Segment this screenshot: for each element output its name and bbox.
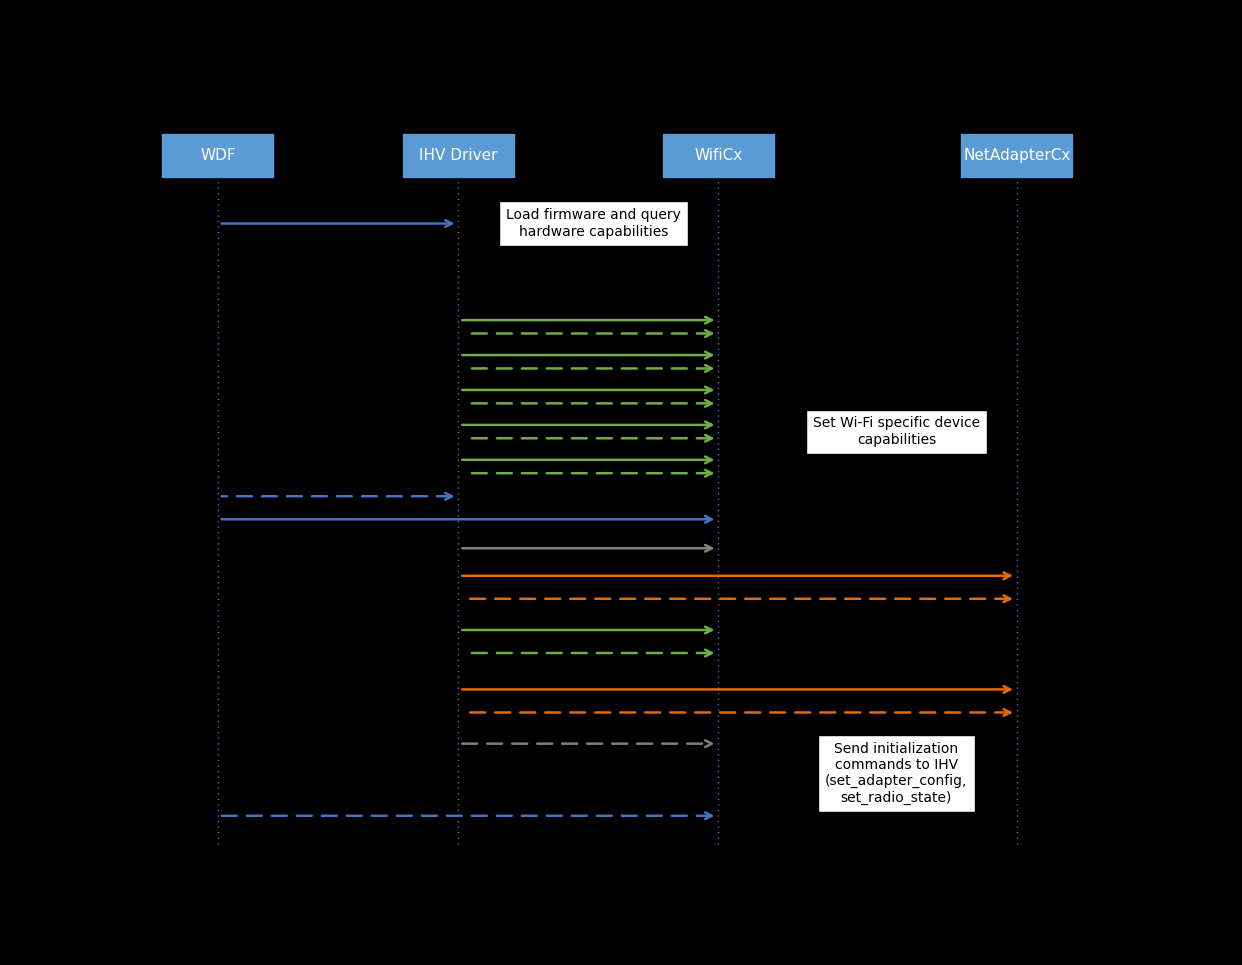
FancyBboxPatch shape bbox=[961, 134, 1072, 178]
Text: WifiCx: WifiCx bbox=[694, 149, 743, 163]
Text: Send initialization
commands to IHV
(set_adapter_config,
set_radio_state): Send initialization commands to IHV (set… bbox=[825, 742, 968, 805]
FancyBboxPatch shape bbox=[163, 134, 273, 178]
Text: Set Wi-Fi specific device
capabilities: Set Wi-Fi specific device capabilities bbox=[812, 417, 980, 447]
FancyBboxPatch shape bbox=[404, 134, 514, 178]
Text: WDF: WDF bbox=[200, 149, 236, 163]
FancyBboxPatch shape bbox=[663, 134, 774, 178]
Text: NetAdapterCx: NetAdapterCx bbox=[963, 149, 1071, 163]
Text: Load firmware and query
hardware capabilities: Load firmware and query hardware capabil… bbox=[505, 208, 681, 238]
Text: IHV Driver: IHV Driver bbox=[420, 149, 498, 163]
